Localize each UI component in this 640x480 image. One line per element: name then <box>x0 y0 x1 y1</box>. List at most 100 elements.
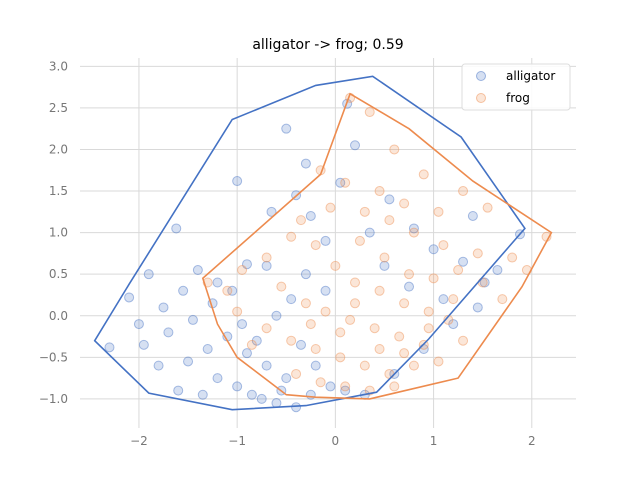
legend: alligator frog <box>461 63 571 111</box>
frog-point <box>379 252 390 263</box>
x-tick-label: 0 <box>332 434 340 448</box>
alligator-point <box>458 256 469 267</box>
alligator-point <box>266 206 277 217</box>
frog-point <box>315 377 326 388</box>
alligator-point <box>492 265 503 276</box>
alligator-point <box>192 265 203 276</box>
frog-point <box>300 298 311 309</box>
chart-title: alligator -> frog; 0.59 <box>252 37 403 53</box>
frog-point <box>472 248 483 259</box>
alligator-point <box>281 373 292 384</box>
frog-point <box>310 240 321 251</box>
frog-point <box>428 273 439 284</box>
frog-hull-line <box>201 92 553 400</box>
alligator-point <box>202 344 213 355</box>
alligator-point <box>320 235 331 246</box>
frog-point <box>325 202 336 213</box>
frog-point <box>345 314 356 325</box>
tick-labels: −2 −1 0 1 2 −1.0 −0.5 0.0 0.5 1.0 1.5 2.0 2.5 3.0 <box>39 59 536 448</box>
alligator-point <box>291 402 302 413</box>
y-tick-label: −1.0 <box>39 392 68 406</box>
x-tick-label: 1 <box>430 434 438 448</box>
alligator-point <box>197 389 208 400</box>
frog-point <box>389 144 400 155</box>
y-tick-label: 1.5 <box>49 184 68 198</box>
alligator-point <box>212 277 223 288</box>
frog-point <box>246 339 257 350</box>
alligator-point <box>212 373 223 384</box>
frog-point <box>433 206 444 217</box>
frog-point <box>408 360 419 371</box>
alligator-point <box>404 281 415 292</box>
frog-point <box>438 240 449 251</box>
alligator-point <box>340 385 351 396</box>
alligator-point <box>153 360 164 371</box>
frog-point <box>359 360 370 371</box>
frog-point <box>286 335 297 346</box>
x-tick-label: −2 <box>130 434 148 448</box>
alligator-point <box>379 260 390 271</box>
alligator-point <box>300 158 311 169</box>
alligator-point <box>286 294 297 305</box>
alligator-point <box>241 259 252 270</box>
frog-point <box>507 252 518 263</box>
alligator-point <box>237 319 248 330</box>
frog-point <box>340 177 351 188</box>
frog-point <box>389 381 400 392</box>
frog-point <box>232 306 243 317</box>
frog-point <box>374 344 385 355</box>
alligator-point <box>143 269 154 280</box>
frog-point <box>497 294 508 305</box>
alligator-point <box>163 327 174 338</box>
alligator-point <box>305 389 316 400</box>
frog-point <box>399 298 410 309</box>
alligator-point <box>124 292 135 303</box>
y-tick-label: 1.0 <box>49 226 68 240</box>
alligator-point <box>350 140 361 151</box>
frog-point <box>359 206 370 217</box>
frog-point <box>384 368 395 379</box>
frog-point <box>394 331 405 342</box>
frog-point <box>350 298 361 309</box>
alligator-point <box>281 123 292 134</box>
frog-point <box>374 186 385 197</box>
alligator-point <box>187 314 198 325</box>
alligator-point <box>384 194 395 205</box>
frog-point <box>404 269 415 280</box>
frog-point <box>418 169 429 180</box>
alligator-point <box>310 360 321 371</box>
y-tick-label: 2.0 <box>49 142 68 156</box>
frog-point <box>310 344 321 355</box>
alligator-point <box>158 302 169 313</box>
frog-point <box>335 327 346 338</box>
frog-point <box>369 323 380 334</box>
frog-point <box>364 107 375 118</box>
alligator-point <box>241 348 252 359</box>
alligator-point <box>305 210 316 221</box>
alligator-point <box>335 177 346 188</box>
x-tick-label: −1 <box>228 434 246 448</box>
alligator-legend-marker <box>476 71 486 81</box>
frog-point <box>340 381 351 392</box>
y-tick-label: 0.0 <box>49 309 68 323</box>
x-tick-label: 2 <box>528 434 536 448</box>
alligator-point <box>251 335 262 346</box>
alligator-hull-line <box>93 75 526 411</box>
alligator-point <box>138 339 149 350</box>
alligator-point <box>246 389 257 400</box>
alligator-point <box>325 381 336 392</box>
frog-point <box>433 356 444 367</box>
alligator-point <box>300 269 311 280</box>
frog-point <box>458 335 469 346</box>
alligator-point <box>261 360 272 371</box>
alligator-point <box>261 260 272 271</box>
frog-point <box>408 227 419 238</box>
alligator-point <box>178 285 189 296</box>
frog-point <box>448 294 459 305</box>
frog-point <box>350 277 361 288</box>
frog-point <box>482 202 493 213</box>
frog-point <box>399 198 410 209</box>
y-tick-label: 0.5 <box>49 267 68 281</box>
alligator-point <box>320 285 331 296</box>
